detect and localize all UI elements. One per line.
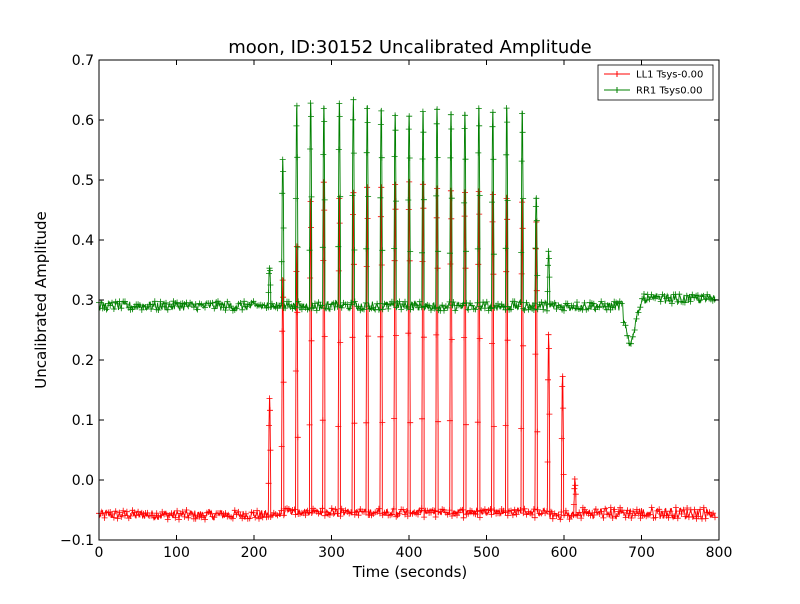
y-tick-label: 0.1 — [72, 413, 94, 429]
x-tick-label: 700 — [628, 545, 655, 561]
legend-box — [597, 64, 714, 101]
x-tick-label: 500 — [473, 545, 500, 561]
x-axis-label: Time (seconds) — [352, 563, 468, 581]
x-tick-label: 300 — [318, 545, 345, 561]
series-rr1 — [96, 96, 718, 347]
legend-label-rr1: RR1 Tsys0.00 — [636, 86, 703, 97]
legend-marker — [614, 87, 620, 93]
y-tick-label: 0.0 — [72, 473, 94, 489]
y-tick-label: 0.5 — [72, 173, 94, 189]
x-tick-label: 0 — [95, 545, 104, 561]
y-axis-label: Uncalibrated Amplitude — [32, 211, 50, 388]
legend-label-ll1: LL1 Tsys-0.00 — [636, 70, 703, 81]
y-tick-label: 0.2 — [72, 353, 94, 369]
legend: LL1 Tsys-0.00 RR1 Tsys0.00 — [597, 64, 714, 101]
y-tick-label: −0.1 — [60, 533, 94, 549]
x-tick-label: 100 — [163, 545, 190, 561]
y-tick-label: 0.7 — [72, 53, 94, 69]
legend-marker — [614, 71, 620, 77]
x-tick-label: 800 — [706, 545, 733, 561]
y-tick-label: 0.4 — [72, 233, 94, 249]
x-tick-label: 600 — [551, 545, 578, 561]
series-layer — [96, 96, 718, 523]
x-tick-label: 400 — [396, 545, 423, 561]
y-tick-label: 0.3 — [72, 293, 94, 309]
tick-layer: 0 100 200 300 400 500 600 700 800 −0.1 0.0 0.1 0.2 0.… — [60, 53, 732, 561]
chart-title: moon, ID:30152 Uncalibrated Amplitude — [228, 37, 592, 58]
y-tick-label: 0.6 — [72, 113, 94, 129]
x-tick-label: 200 — [241, 545, 268, 561]
